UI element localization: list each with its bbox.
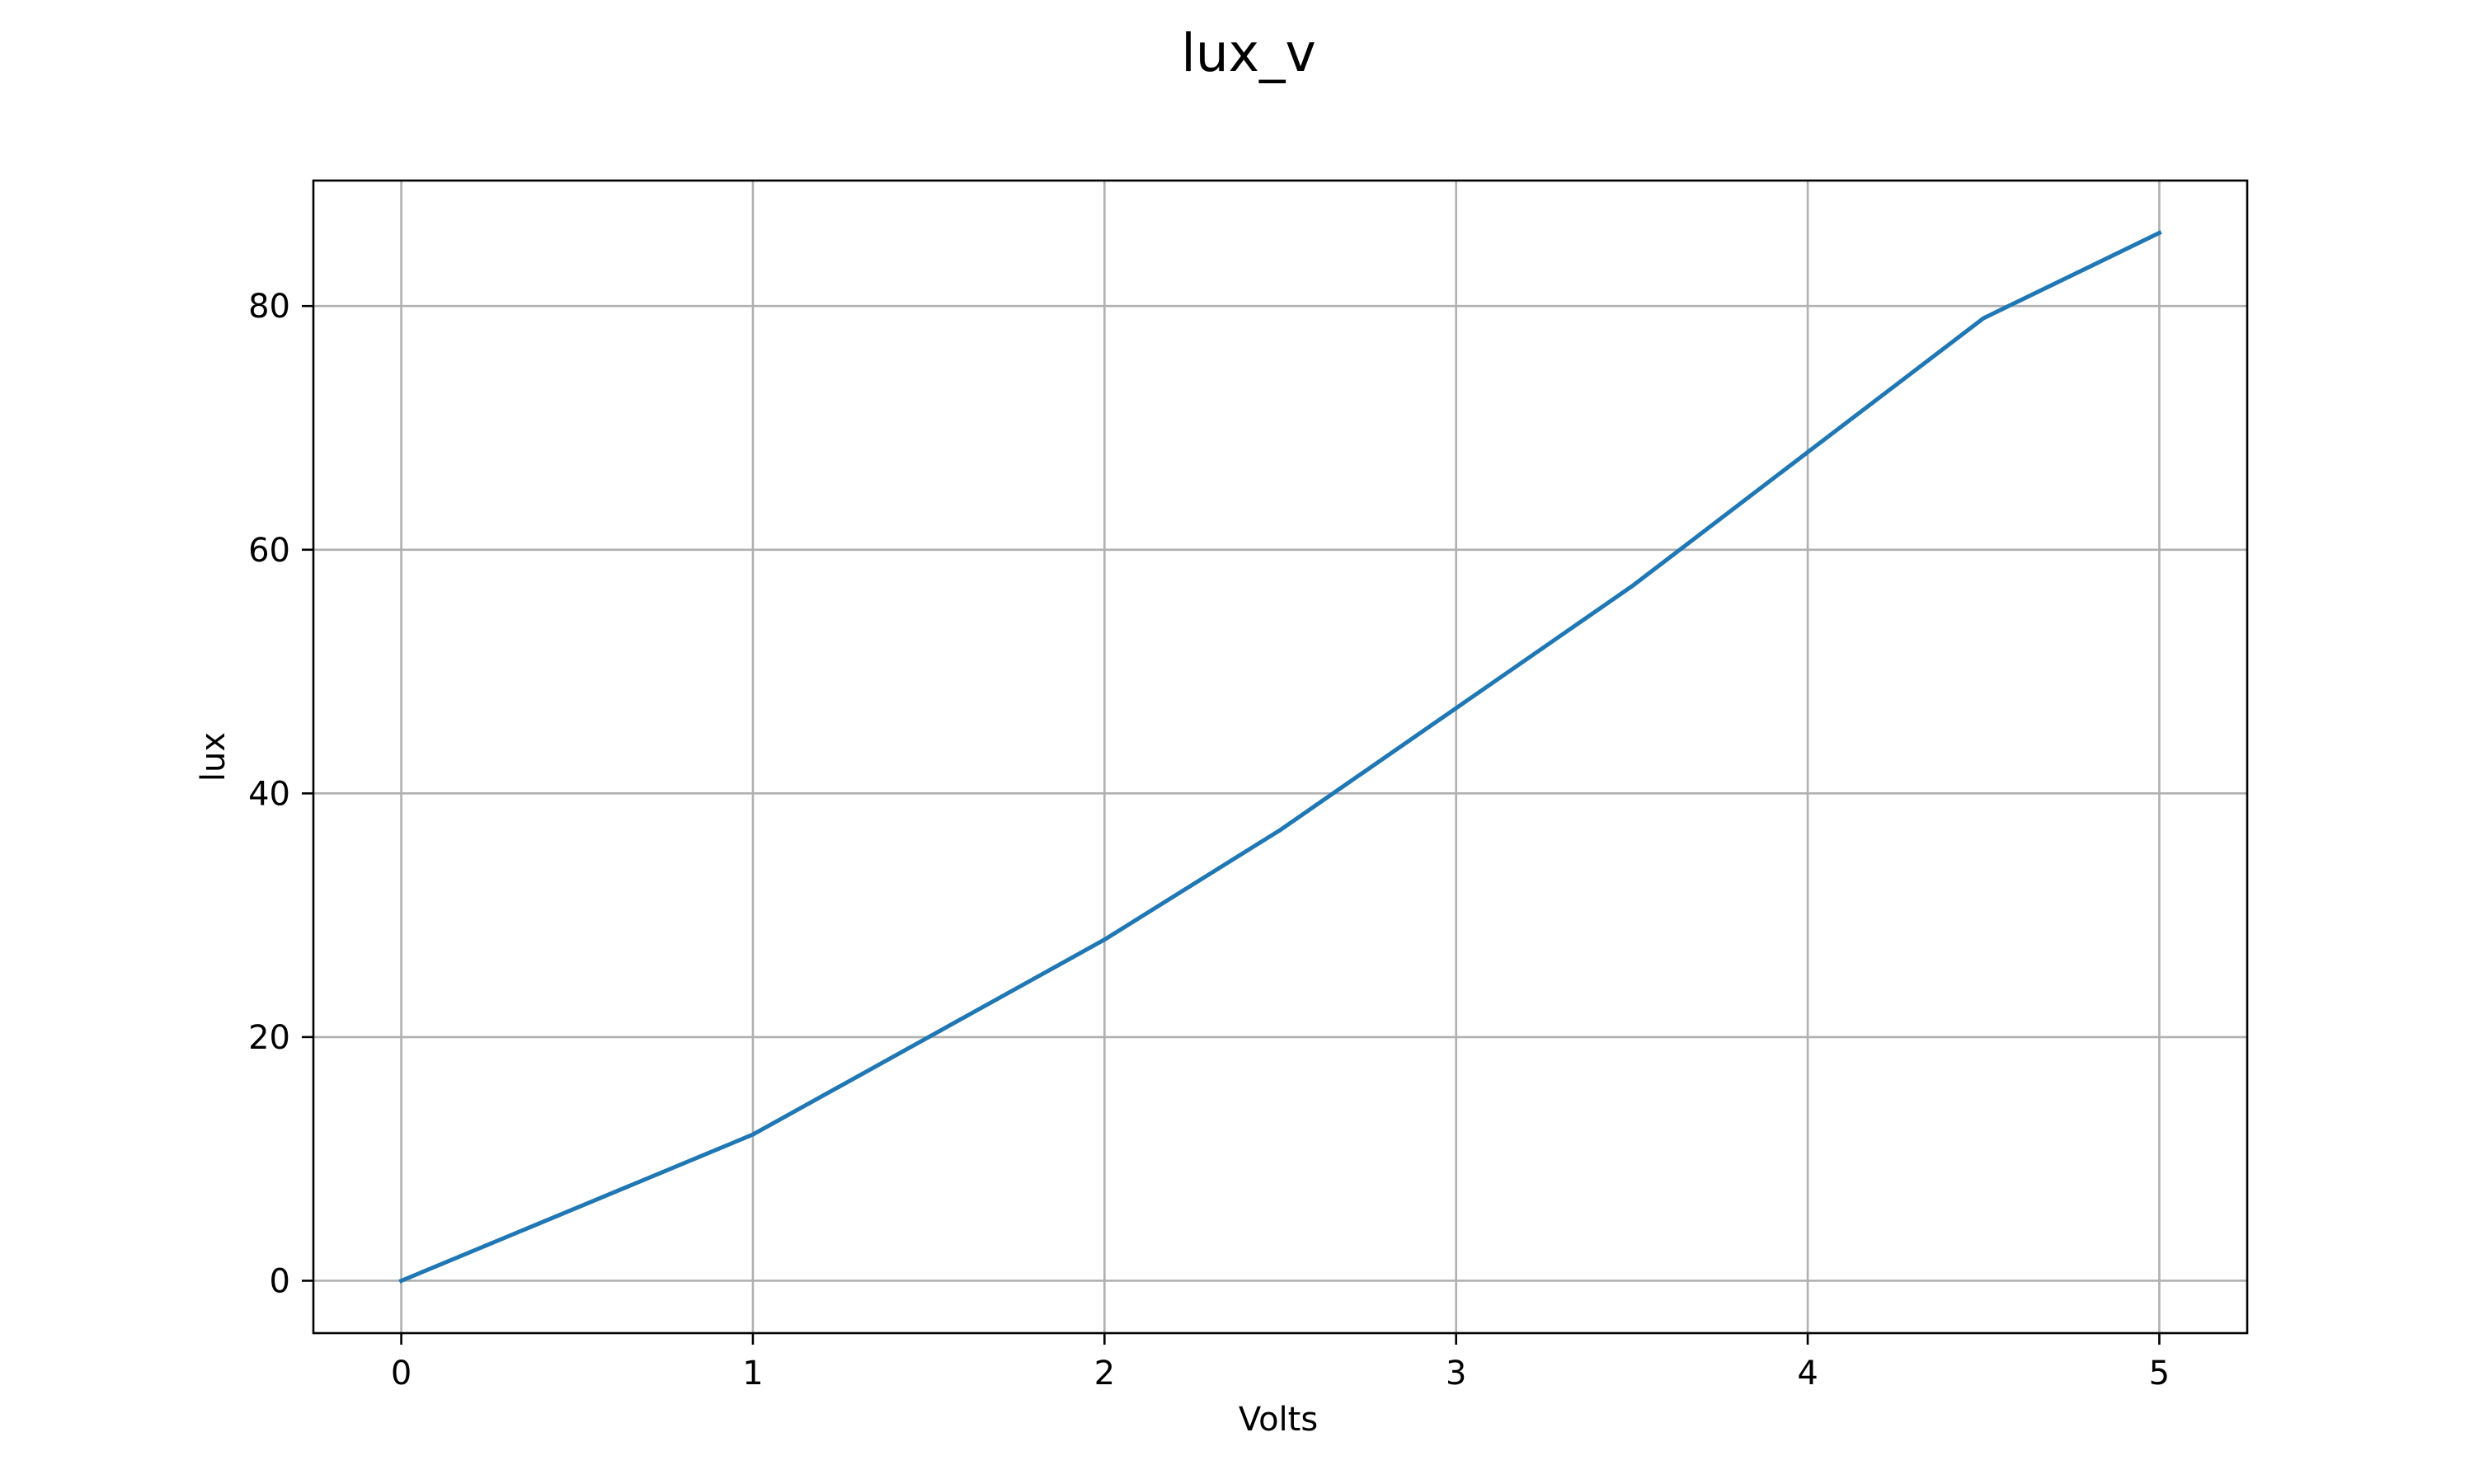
x-tick-label: 2 <box>1094 1355 1115 1392</box>
x-tick-label: 5 <box>2149 1355 2170 1392</box>
x-tick-label: 4 <box>1797 1355 1818 1392</box>
plot-frame <box>312 179 2249 1335</box>
x-axis-label: Volts <box>1239 1401 1318 1439</box>
y-tick-label: 40 <box>248 775 290 813</box>
grid <box>313 181 2247 1333</box>
y-tick-label: 80 <box>248 288 290 326</box>
y-tick-label: 20 <box>248 1019 290 1057</box>
series-layer <box>398 230 2162 1284</box>
ticks: 0 1 2 3 4 5 0 20 40 60 80 <box>248 288 2170 1392</box>
series-line <box>398 230 2162 1284</box>
y-tick-label: 0 <box>270 1262 290 1300</box>
x-tick-label: 1 <box>742 1355 763 1392</box>
x-tick-label: 3 <box>1446 1355 1466 1392</box>
chart-title: lux_v <box>1181 23 1316 83</box>
y-tick-label: 60 <box>248 532 290 570</box>
x-tick-label: 0 <box>391 1355 412 1392</box>
y-axis-label: lux <box>195 732 233 782</box>
